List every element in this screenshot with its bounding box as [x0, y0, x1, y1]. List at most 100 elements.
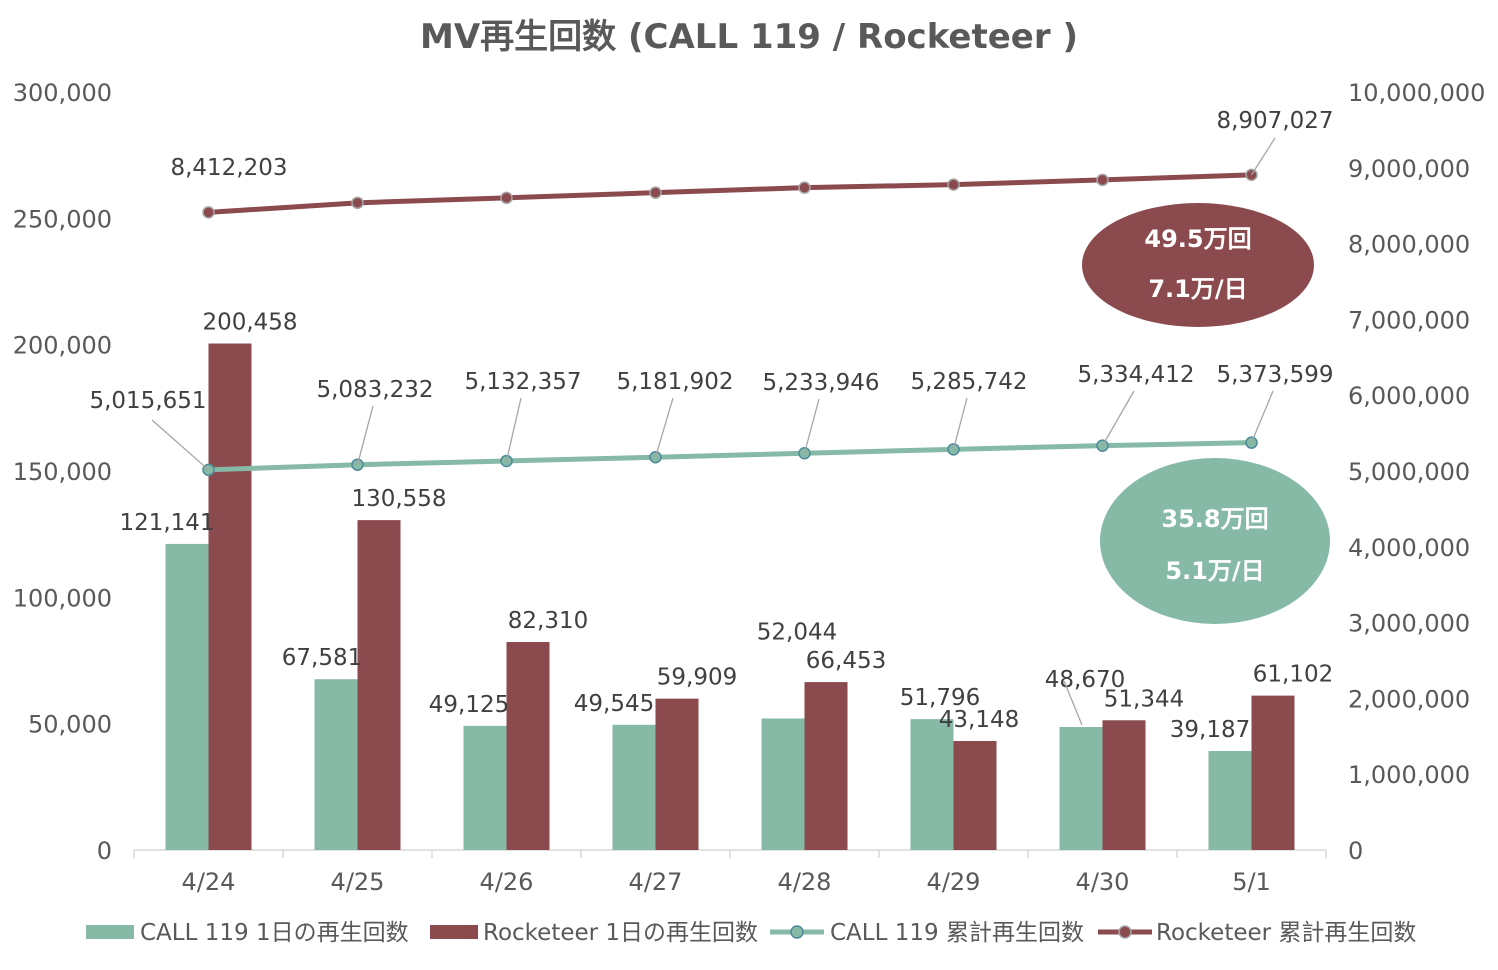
legend-label: CALL 119 1日の再生回数: [140, 920, 409, 946]
x-tick-label: 4/26: [480, 868, 534, 896]
bar-rocketeer-daily: [208, 343, 252, 850]
cumulative-value-label: 5,132,357: [464, 369, 581, 395]
cumulative-label-leader-line: [1101, 390, 1135, 446]
cumulative-label-leader-line: [654, 397, 674, 458]
legend-swatch: [86, 925, 134, 939]
y-right-tick-label: 9,000,000: [1348, 155, 1470, 183]
legend-swatch: [430, 925, 478, 939]
y-right-tick-label: 10,000,000: [1348, 79, 1485, 107]
bar-value-label: 48,670: [1045, 667, 1125, 693]
y-right-tick-label: 6,000,000: [1348, 382, 1470, 410]
x-tick-label: 5/1: [1232, 868, 1271, 896]
y-right-tick-label: 7,000,000: [1348, 306, 1470, 334]
legend-label: Rocketeer 累計再生回数: [1156, 920, 1416, 946]
y-left-tick-label: 100,000: [13, 584, 112, 612]
bar-value-label: 49,545: [574, 691, 654, 717]
bar-rocketeer-daily: [357, 520, 401, 850]
annotation-rate-label: 7.1万/日: [1148, 275, 1247, 303]
annotation-badge: [1100, 458, 1330, 624]
bar-value-label: 61,102: [1253, 662, 1333, 688]
legend: CALL 119 1日の再生回数 Rocketeer 1日の再生回数 CALL 11…: [86, 920, 1416, 946]
bar-value-label: 39,187: [1170, 717, 1250, 743]
axes: 4/24 4/25 4/26 4/27 4/28 4/29 4/30 5/1 0 50,000 10…: [13, 79, 1486, 896]
bar-call119-daily: [612, 724, 656, 850]
cumulative-value-label: 5,015,651: [89, 388, 206, 414]
cumulative-value-label: 5,083,232: [316, 377, 433, 403]
line-rocketeer-cumulative: [208, 172, 1252, 215]
bar-rocketeer-daily: [804, 682, 848, 850]
annotation-rate-label: 5.1万/日: [1165, 557, 1264, 585]
marker-rocketeer-cumulative: [947, 178, 960, 191]
x-tick-label: 4/29: [927, 868, 981, 896]
y-right-tick-label: 3,000,000: [1348, 610, 1470, 638]
cumulative-label-leader-line: [356, 405, 374, 465]
bar-value-label: 66,453: [806, 648, 886, 674]
y-left-tick-label: 300,000: [13, 79, 112, 107]
y-right-tick-label: 2,000,000: [1348, 685, 1470, 713]
marker-rocketeer-cumulative: [798, 181, 811, 194]
y-left-tick-label: 200,000: [13, 332, 112, 360]
bar-value-label: 52,044: [757, 620, 837, 646]
cumulative-value-label: 5,373,599: [1216, 362, 1333, 388]
bar-call119-daily: [1059, 727, 1103, 850]
bar-value-label: 51,796: [900, 685, 980, 711]
bar-value-label: 43,148: [939, 707, 1019, 733]
bar-value-label: 59,909: [657, 665, 737, 691]
y-left-tick-label: 0: [97, 837, 112, 865]
x-tick-label: 4/30: [1076, 868, 1130, 896]
bars: [165, 343, 1295, 850]
bar-call119-daily: [761, 718, 805, 850]
bar-call119-daily: [463, 725, 507, 850]
legend-label: CALL 119 累計再生回数: [830, 920, 1084, 946]
bar-value-label: 51,344: [1104, 686, 1184, 712]
y-right-tick-label: 0: [1348, 837, 1363, 865]
line-call119-cumulative: [208, 440, 1252, 473]
cumulative-value-label: 8,907,027: [1216, 108, 1333, 134]
bar-value-label: 82,310: [508, 608, 588, 634]
cumulative-label-leader-line: [952, 397, 968, 450]
bar-call119-daily: [910, 719, 954, 850]
bar-rocketeer-daily: [953, 740, 997, 850]
y-left-tick-label: 150,000: [13, 458, 112, 486]
y-left-tick-label: 50,000: [28, 711, 112, 739]
cumulative-value-label: 5,285,742: [910, 369, 1027, 395]
cumulative-label-leader-line: [803, 398, 820, 454]
cumulative-label-leader-line: [1250, 390, 1274, 443]
bar-rocketeer-daily: [1102, 720, 1146, 850]
bar-call119-daily: [165, 543, 209, 850]
marker-rocketeer-cumulative: [649, 186, 662, 199]
bar-value-label: 200,458: [202, 310, 297, 336]
marker-rocketeer-cumulative: [202, 206, 215, 219]
cumulative-label-leader-line: [505, 397, 522, 462]
x-tick-label: 4/27: [629, 868, 683, 896]
cumulative-label-leader-line: [151, 419, 209, 471]
bar-call119-daily: [1208, 750, 1252, 850]
bar-rocketeer-daily: [655, 698, 699, 850]
bar-call119-daily: [314, 679, 358, 850]
data-labels: 121,141 67,581 49,125 49,545 52,044 51,796 48,…: [89, 108, 1333, 743]
marker-rocketeer-cumulative: [351, 196, 364, 210]
bar-rocketeer-daily: [1251, 695, 1295, 850]
bar-rocketeer-daily: [506, 642, 550, 850]
annotation-badge: [1082, 203, 1314, 327]
marker-rocketeer-cumulative: [500, 191, 513, 205]
cumulative-value-label: 8,412,203: [170, 155, 287, 181]
x-tick-label: 4/24: [182, 868, 236, 896]
annotation-total-label: 49.5万回: [1144, 225, 1251, 253]
bar-value-label: 49,125: [429, 692, 509, 718]
legend-swatch-marker: [790, 925, 804, 939]
y-right-tick-label: 1,000,000: [1348, 761, 1470, 789]
y-left-tick-label: 250,000: [13, 205, 112, 233]
cumulative-label-leader-line: [1250, 137, 1276, 176]
y-right-tick-label: 8,000,000: [1348, 231, 1470, 259]
cumulative-value-label: 5,334,412: [1077, 362, 1194, 388]
cumulative-value-label: 5,233,946: [762, 370, 879, 396]
bar-value-label: 130,558: [351, 486, 446, 512]
annotation-total-label: 35.8万回: [1161, 505, 1268, 533]
chart-title: MV再生回数 (CALL 119 / Rocketeer ): [420, 17, 1078, 57]
y-right-tick-label: 5,000,000: [1348, 458, 1470, 486]
bar-label-leader-line: [1063, 680, 1083, 726]
y-right-tick-label: 4,000,000: [1348, 534, 1470, 562]
